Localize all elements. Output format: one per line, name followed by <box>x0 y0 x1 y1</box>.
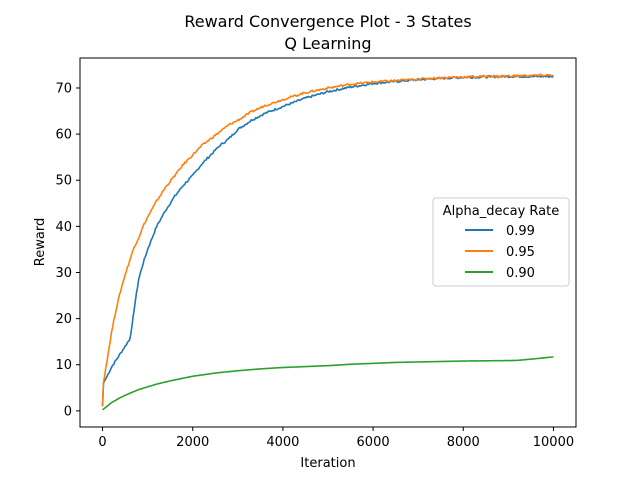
y-tick-label: 20 <box>55 312 72 327</box>
x-tick-label: 8000 <box>447 435 480 450</box>
chart-title: Reward Convergence Plot - 3 States <box>184 12 471 31</box>
y-tick-label: 60 <box>55 128 72 143</box>
x-tick-label: 10000 <box>533 435 574 450</box>
chart-subtitle: Q Learning <box>284 34 371 53</box>
series-line-0.99 <box>101 74 554 407</box>
plot-lines <box>101 73 554 411</box>
legend-label-0.90: 0.90 <box>506 266 535 281</box>
legend-label-0.95: 0.95 <box>506 245 535 260</box>
series-line-0.90 <box>102 356 554 411</box>
series-line-0.95 <box>101 73 554 407</box>
x-tick-label: 4000 <box>266 435 299 450</box>
y-tick-label: 50 <box>55 174 72 189</box>
plot-frame <box>79 57 577 428</box>
legend: Alpha_decay Rate 0.99 0.95 0.90 <box>432 197 570 287</box>
y-tick-label: 0 <box>64 404 72 419</box>
y-tick-label: 10 <box>55 358 72 373</box>
x-axis-ticks: 0 2000 4000 6000 8000 10000 <box>98 427 574 450</box>
legend-label-0.99: 0.99 <box>506 224 535 239</box>
y-tick-label: 30 <box>55 266 72 281</box>
legend-title: Alpha_decay Rate <box>443 204 559 219</box>
x-axis-label: Iteration <box>300 456 355 471</box>
y-axis-label: Reward <box>33 218 48 266</box>
legend-box <box>432 197 570 287</box>
x-tick-label: 2000 <box>176 435 209 450</box>
y-tick-label: 70 <box>55 81 72 96</box>
x-tick-label: 0 <box>98 435 106 450</box>
y-tick-label: 40 <box>55 220 72 235</box>
y-axis-ticks: 0 10 20 30 40 50 60 70 <box>55 81 80 419</box>
x-tick-label: 6000 <box>357 435 390 450</box>
